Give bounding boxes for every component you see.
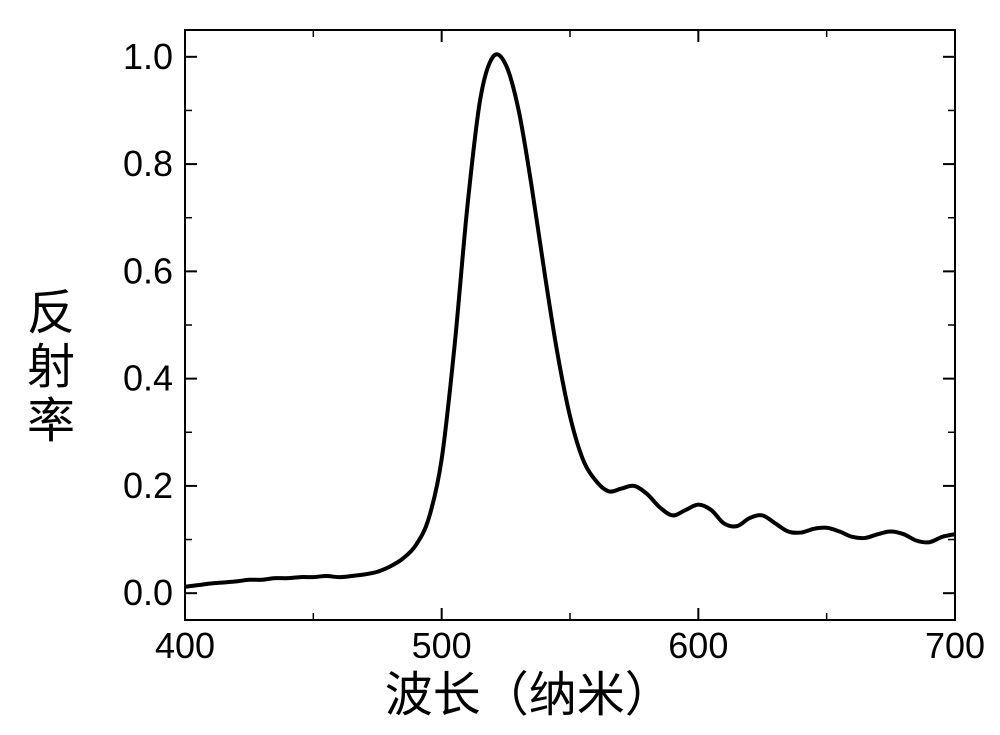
- y-tick-label: 0.8: [123, 143, 173, 184]
- x-tick-label: 700: [925, 625, 985, 666]
- chart-svg: 4005006007000.00.20.40.60.81.0: [0, 0, 1000, 735]
- x-axis-label: 波长（纳米）: [385, 655, 673, 725]
- y-axis-label: 反射率: [10, 287, 80, 449]
- x-tick-label: 400: [155, 625, 215, 666]
- y-tick-label: 0.0: [123, 572, 173, 613]
- reflectance-spectrum-chart: 4005006007000.00.20.40.60.81.0 波长（纳米） 反射…: [0, 0, 1000, 735]
- y-tick-label: 1.0: [123, 36, 173, 77]
- y-tick-label: 0.6: [123, 250, 173, 291]
- y-tick-label: 0.4: [123, 358, 173, 399]
- y-tick-label: 0.2: [123, 465, 173, 506]
- x-tick-label: 600: [668, 625, 728, 666]
- reflectance-series: [185, 54, 955, 586]
